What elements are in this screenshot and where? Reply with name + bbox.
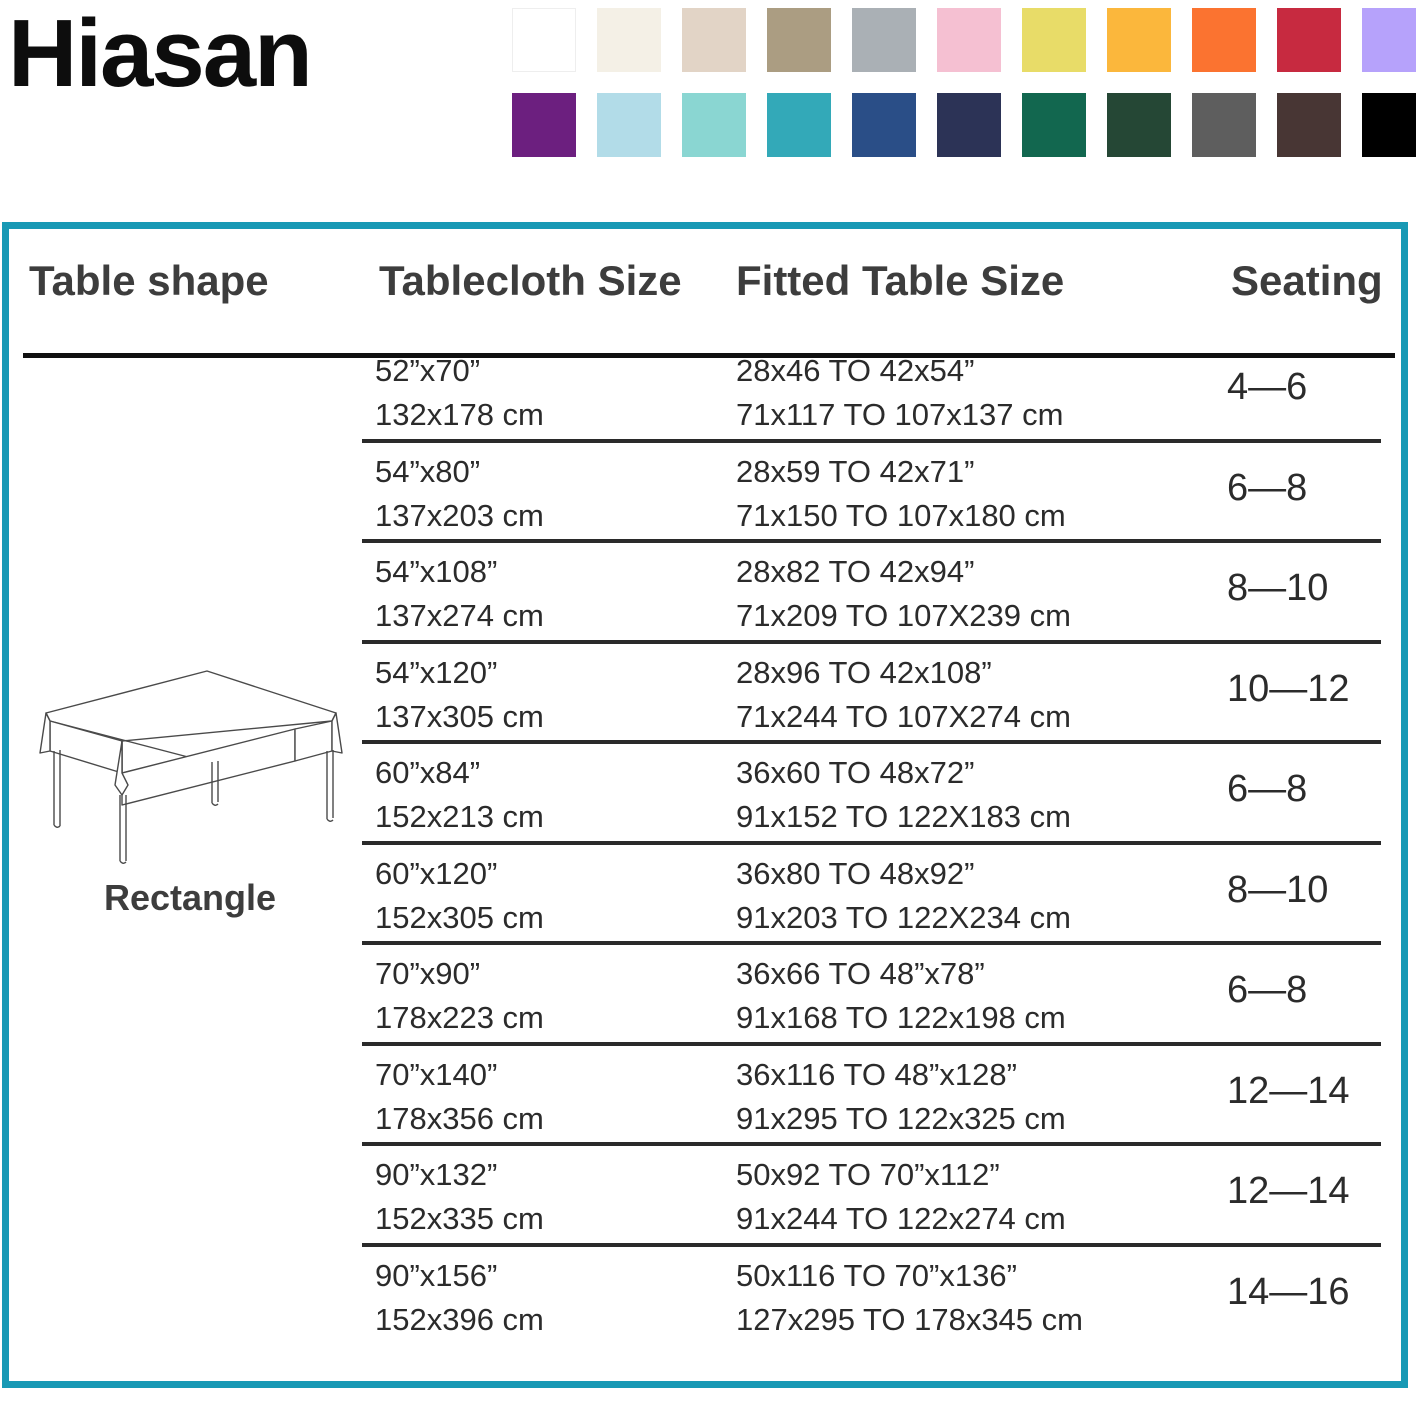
color-swatch-navy[interactable] — [937, 93, 1001, 157]
color-swatch-baby-blue[interactable] — [597, 93, 661, 157]
table-row: 70”x90” 178x223 cm 36x66 TO 48”x78” 91x168 … — [9, 941, 1401, 1042]
color-swatch-lavender[interactable] — [1362, 8, 1416, 72]
cell-tablecloth-size: 90”x132” 152x335 cm — [375, 1157, 544, 1237]
color-swatch-denim-blue[interactable] — [852, 93, 916, 157]
table-shape-label: Rectangle — [103, 877, 277, 918]
cell-tablecloth-size: 54”x108” 137x274 cm — [375, 554, 544, 634]
color-swatch-panel — [512, 8, 1416, 178]
cell-fitted-table-size: 28x96 TO 42x108” 71x244 TO 107X274 cm — [736, 654, 1071, 734]
cell-tablecloth-size: 70”x140” 178x356 cm — [375, 1056, 544, 1136]
swatch-row-2 — [512, 93, 1416, 157]
cell-tablecloth-size: 90”x156” 152x396 cm — [375, 1257, 544, 1337]
color-swatch-taupe[interactable] — [767, 8, 831, 72]
table-row: 60”x120” 152x305 cm 36x80 TO 48x92” 91x203 … — [9, 840, 1401, 942]
cell-seating: 10—12 — [1227, 667, 1350, 710]
table-shape-column: Rectangle — [15, 669, 365, 919]
cell-fitted-table-size: 36x80 TO 48x92” 91x203 TO 122X234 cm — [736, 855, 1071, 935]
cell-fitted-table-size: 50x116 TO 70”x136” 127x295 TO 178x345 cm — [736, 1257, 1083, 1337]
column-header-seating: Seating — [1231, 257, 1383, 304]
cell-seating: 8—10 — [1227, 868, 1329, 911]
cell-fitted-table-size: 28x59 TO 42x71” 71x150 TO 107x180 cm — [736, 453, 1066, 533]
color-swatch-pink[interactable] — [937, 8, 1001, 72]
color-swatch-purple[interactable] — [512, 93, 576, 157]
color-swatch-black[interactable] — [1362, 93, 1416, 157]
table-row: 70”x140” 178x356 cm 36x116 TO 48”x128” 91x2… — [9, 1041, 1401, 1143]
cell-fitted-table-size: 50x92 TO 70”x112” 91x244 TO 122x274 cm — [736, 1157, 1066, 1237]
cell-fitted-table-size: 28x46 TO 42x54” 71x117 TO 107x137 cm — [736, 353, 1064, 433]
table-row: 54”x120” 137x305 cm 28x96 TO 42x108” 71x244… — [9, 639, 1401, 741]
table-row: 54”x80” 137x203 cm 28x59 TO 42x71” 71x150 T… — [9, 438, 1401, 540]
color-swatch-light-gray[interactable] — [852, 8, 916, 72]
rectangle-table-illustration — [39, 670, 343, 864]
color-swatch-aqua[interactable] — [682, 93, 746, 157]
table-row: 54”x108” 137x274 cm 28x82 TO 42x94” 71x209 … — [9, 539, 1401, 640]
cell-tablecloth-size: 60”x120” 152x305 cm — [375, 855, 544, 935]
color-swatch-teal[interactable] — [767, 93, 831, 157]
color-swatch-dark-gray[interactable] — [1192, 93, 1256, 157]
cell-tablecloth-size: 60”x84” 152x213 cm — [375, 755, 544, 835]
color-swatch-orange[interactable] — [1192, 8, 1256, 72]
cell-tablecloth-size: 54”x120” 137x305 cm — [375, 654, 544, 734]
cell-seating: 12—14 — [1227, 1069, 1350, 1112]
brand-logo: Hiasan — [8, 0, 313, 107]
cell-seating: 6—8 — [1227, 969, 1308, 1012]
top-bar: Hiasan — [0, 0, 1416, 212]
column-header-table-shape: Table shape — [29, 257, 269, 304]
color-swatch-emerald[interactable] — [1022, 93, 1086, 157]
color-swatch-gold[interactable] — [1107, 8, 1171, 72]
cell-seating: 6—8 — [1227, 768, 1308, 811]
cell-fitted-table-size: 36x116 TO 48”x128” 91x295 TO 122x325 cm — [736, 1056, 1066, 1136]
cell-seating: 6—8 — [1227, 466, 1308, 509]
table-header-row: Table shape Tablecloth Size Fitted Table… — [9, 257, 1401, 358]
size-table-rows: 52”x70” 132x178 cm 28x46 TO 42x54” 71x117 T… — [9, 338, 1401, 1343]
color-swatch-yellow[interactable] — [1022, 8, 1086, 72]
cell-tablecloth-size: 52”x70” 132x178 cm — [375, 353, 544, 433]
column-header-tablecloth-size: Tablecloth Size — [379, 257, 682, 304]
cell-fitted-table-size: 36x60 TO 48x72” 91x152 TO 122X183 cm — [736, 755, 1071, 835]
table-row: 90”x132” 152x335 cm 50x92 TO 70”x112” 91x24… — [9, 1142, 1401, 1243]
color-swatch-hunter-green[interactable] — [1107, 93, 1171, 157]
cell-seating: 8—10 — [1227, 567, 1329, 610]
color-swatch-ivory[interactable] — [597, 8, 661, 72]
cell-fitted-table-size: 36x66 TO 48”x78” 91x168 TO 122x198 cm — [736, 956, 1066, 1036]
cell-tablecloth-size: 54”x80” 137x203 cm — [375, 453, 544, 533]
column-header-fitted-table-size: Fitted Table Size — [736, 257, 1065, 304]
cell-seating: 14—16 — [1227, 1270, 1350, 1313]
cell-seating: 12—14 — [1227, 1170, 1350, 1213]
table-row: 90”x156” 152x396 cm 50x116 TO 70”x136” 127x… — [9, 1242, 1401, 1344]
color-swatch-beige[interactable] — [682, 8, 746, 72]
cell-fitted-table-size: 28x82 TO 42x94” 71x209 TO 107X239 cm — [736, 554, 1071, 634]
table-row: 60”x84” 152x213 cm 36x60 TO 48x72” 91x152 T… — [9, 740, 1401, 841]
color-swatch-red[interactable] — [1277, 8, 1341, 72]
color-swatch-brown[interactable] — [1277, 93, 1341, 157]
color-swatch-white[interactable] — [512, 8, 576, 72]
size-chart-frame: Table shape Tablecloth Size Fitted Table… — [2, 222, 1408, 1388]
cell-seating: 4—6 — [1227, 366, 1308, 409]
table-row: 52”x70” 132x178 cm 28x46 TO 42x54” 71x117 T… — [9, 338, 1401, 439]
cell-tablecloth-size: 70”x90” 178x223 cm — [375, 956, 544, 1036]
swatch-row-1 — [512, 8, 1416, 72]
header-divider — [23, 353, 1395, 358]
size-chart-body: Table shape Tablecloth Size Fitted Table… — [9, 229, 1401, 1381]
